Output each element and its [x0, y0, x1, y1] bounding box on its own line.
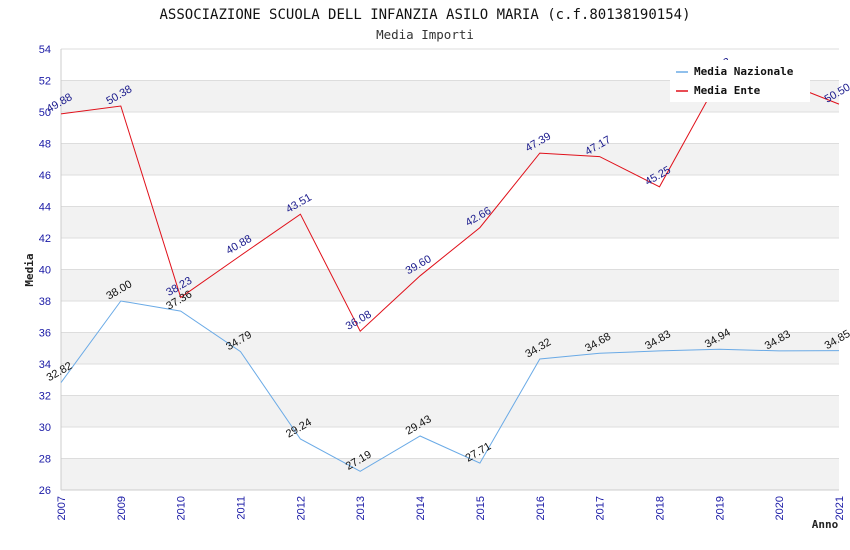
y-tick-label: 38 — [39, 296, 51, 308]
y-tick-label: 46 — [39, 170, 51, 182]
y-tick-label: 52 — [39, 76, 51, 88]
y-tick-label: 40 — [39, 265, 51, 277]
y-tick-label: 28 — [39, 454, 51, 466]
x-tick-label: 2016 — [535, 496, 547, 520]
grid-band — [61, 364, 839, 396]
y-tick-label: 32 — [39, 391, 51, 403]
y-tick-label: 36 — [39, 328, 51, 340]
grid-band — [61, 175, 839, 207]
grid-band — [61, 206, 839, 238]
x-tick-label: 2021 — [834, 496, 846, 520]
x-tick-label: 2015 — [475, 496, 487, 520]
legend-label-media-nazionale: Media Nazionale — [694, 65, 794, 78]
x-tick-label: 2017 — [595, 496, 607, 520]
grid-band — [61, 395, 839, 427]
y-tick-label: 44 — [39, 202, 51, 214]
legend-box — [670, 60, 810, 102]
y-tick-label: 34 — [39, 359, 51, 371]
x-tick-label: 2007 — [56, 496, 68, 520]
x-tick-label: 2018 — [654, 496, 666, 520]
x-tick-label: 2013 — [355, 496, 367, 520]
chart-subtitle: Media Importi — [376, 27, 474, 42]
y-tick-label: 54 — [39, 44, 51, 56]
x-tick-label: 2012 — [295, 496, 307, 520]
y-tick-label: 42 — [39, 233, 51, 245]
x-tick-label: 2010 — [176, 496, 188, 520]
x-axis-label: Anno — [812, 518, 839, 531]
y-axis-label: Media — [23, 253, 36, 286]
y-tick-label: 48 — [39, 139, 51, 151]
grid-band — [61, 458, 839, 490]
grid-band — [61, 238, 839, 270]
chart-title: ASSOCIAZIONE SCUOLA DELL INFANZIA ASILO … — [159, 7, 690, 23]
grid-band — [61, 427, 839, 459]
y-tick-label: 30 — [39, 422, 51, 434]
x-tick-label: 2019 — [714, 496, 726, 520]
x-tick-label: 2011 — [236, 496, 248, 520]
y-tick-label: 50 — [39, 107, 51, 119]
series-line-media-nazionale — [60, 300, 840, 472]
grid-band — [61, 269, 839, 301]
x-tick-label: 2020 — [774, 496, 786, 520]
legend: Media Nazionale Media Ente — [670, 60, 810, 102]
x-axis-ticks: 2007 2009 2010 2011 2012 2013 2014 2015 2016 2017… — [56, 496, 846, 520]
x-tick-label: 2009 — [116, 496, 128, 520]
gridlines — [60, 48, 839, 491]
x-tick-label: 2014 — [415, 496, 427, 520]
y-axis-ticks: 26 28 30 32 34 36 38 40 42 44 46 48 50 52 54 — [39, 44, 51, 497]
grid-band — [61, 301, 839, 333]
legend-label-media-ente: Media Ente — [694, 84, 761, 97]
grid-band — [61, 143, 839, 175]
grid-band — [61, 112, 839, 144]
y-tick-label: 26 — [39, 485, 51, 497]
grid-bands — [61, 49, 839, 490]
grid-band — [61, 332, 839, 364]
